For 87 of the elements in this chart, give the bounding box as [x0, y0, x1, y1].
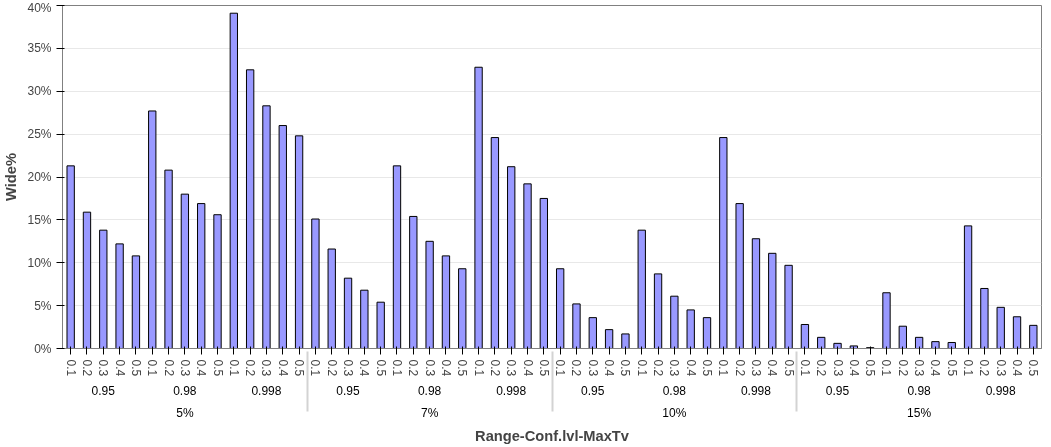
x-tick-label: 0.5 [373, 359, 388, 377]
x-tick-label: 0.1 [716, 359, 731, 377]
text: 0.98 [173, 384, 197, 399]
y-tick-label: 10% [27, 255, 52, 270]
x-tick-label: 0.2 [651, 359, 666, 377]
text: 15% [907, 406, 932, 421]
x-tick-label: 0.4 [765, 359, 780, 377]
x-tick-label: 0.4 [683, 359, 698, 377]
x-tick-label: 0.3 [667, 359, 682, 377]
x-tick-label: 0.3 [748, 359, 763, 377]
y-tick-label: 40% [27, 0, 52, 15]
text: 0.98 [417, 384, 442, 399]
x-tick-label: 0.5 [863, 359, 878, 377]
x-tick-label: 0.3 [422, 359, 437, 377]
x-tick-label: 0.1 [553, 359, 568, 377]
x-tick-label: 0.2 [814, 359, 829, 377]
y-tick-label: 20% [27, 170, 52, 184]
x-tick-label: 0.1 [634, 359, 649, 377]
x-tick-label: 0.5 [1026, 359, 1041, 377]
x-tick-label: 0.5 [536, 359, 551, 377]
x-tick-label: 0.5 [700, 359, 715, 377]
text: 0.95 [91, 384, 116, 399]
x-tick-label: 0.4 [602, 359, 617, 377]
x-tick-label: 0.4 [520, 359, 535, 377]
x-tick-label: 0.2 [79, 359, 94, 377]
x-tick-label: 0.1 [226, 359, 241, 377]
x-tick-label: 0.1 [308, 359, 323, 377]
x-tick-label: 0.5 [292, 359, 307, 377]
x-tick-label: 0.5 [455, 359, 470, 377]
y-tick-label: 25% [27, 127, 52, 142]
x-tick-label: 0.3 [96, 359, 111, 377]
x-tick-label: 0.4 [438, 359, 453, 377]
text: 0.998 [251, 384, 282, 399]
x-tick-label: 0.2 [732, 359, 747, 377]
y-axis-title: Wide% [3, 153, 20, 201]
x-tick-label: 0.2 [977, 359, 992, 377]
x-tick-label: 0.1 [471, 359, 486, 377]
x-tick-label: 0.1 [389, 359, 404, 377]
y-tick-label: 5% [34, 298, 52, 313]
y-tick-label: 30% [27, 84, 52, 99]
x-tick-label: 0.5 [781, 359, 796, 377]
x-tick-label: 0.1 [879, 359, 894, 377]
x-tick-label: 0.4 [846, 359, 861, 377]
x-tick-label: 0.4 [275, 359, 290, 377]
text: 0.95 [336, 384, 361, 399]
x-tick-label: 0.3 [912, 359, 927, 377]
x-tick-label: 0.3 [830, 359, 845, 377]
x-tick-label: 0.5 [944, 359, 959, 377]
y-tick-label: 35% [27, 41, 52, 56]
text: 0.98 [662, 384, 687, 399]
text: 7% [420, 406, 439, 421]
text: 0.998 [496, 384, 527, 399]
x-tick-label: 0.3 [993, 359, 1008, 377]
x-tick-label: 0.4 [194, 359, 209, 377]
x-tick-label: 0.1 [145, 359, 160, 377]
x-axis-title: Range-Conf.lvl-MaxTv [475, 428, 630, 445]
x-tick-label: 0.3 [504, 359, 519, 377]
x-tick-label: 0.1 [63, 359, 78, 377]
x-tick-label: 0.2 [324, 359, 339, 377]
x-tick-label: 0.4 [357, 359, 372, 377]
x-tick-label: 0.3 [341, 359, 356, 377]
text: 10% [662, 406, 687, 421]
x-tick-label: 0.2 [243, 359, 258, 377]
x-tick-label: 0.2 [569, 359, 584, 377]
x-tick-label: 0.4 [112, 359, 127, 377]
x-tick-label: 0.2 [487, 359, 502, 377]
x-tick-label: 0.5 [618, 359, 633, 377]
text: 0.95 [581, 384, 605, 399]
x-tick-label: 0.4 [1010, 359, 1025, 377]
x-tick-label: 0.3 [177, 359, 192, 377]
x-tick-label: 0.5 [128, 359, 143, 377]
y-tick-label: 15% [27, 212, 52, 227]
text: 0.98 [907, 384, 932, 399]
y-tick-label: 0% [34, 341, 52, 356]
x-tick-label: 0.2 [895, 359, 910, 377]
x-tick-label: 0.2 [406, 359, 421, 377]
x-tick-label: 0.3 [585, 359, 600, 377]
x-tick-label: 0.5 [210, 359, 225, 377]
text: 0.998 [740, 384, 772, 399]
x-tick-label: 0.3 [259, 359, 274, 377]
text: 0.95 [825, 384, 850, 399]
x-tick-label: 0.1 [797, 359, 812, 377]
x-tick-label: 0.2 [161, 359, 176, 377]
x-tick-label: 0.1 [961, 359, 976, 377]
x-tick-label: 0.4 [928, 359, 943, 377]
text: 0.998 [985, 384, 1017, 399]
text: 5% [176, 406, 194, 421]
